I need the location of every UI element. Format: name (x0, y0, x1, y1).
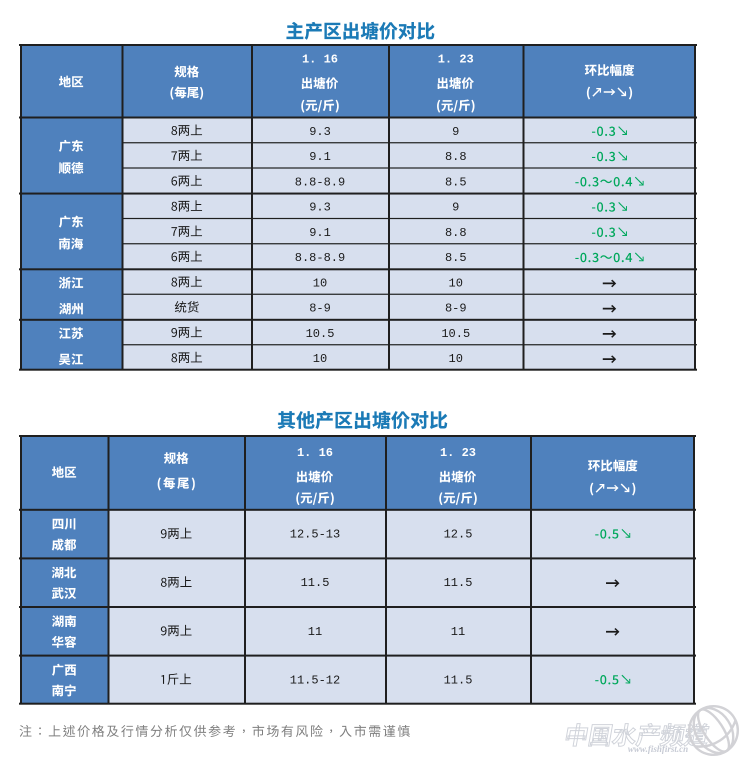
svg-text:10: 10 (449, 276, 463, 290)
svg-text:10: 10 (313, 276, 327, 290)
svg-text:8.8-8.9: 8.8-8.9 (295, 251, 345, 265)
svg-text:11.5: 11.5 (444, 576, 473, 590)
svg-text:8-9: 8-9 (445, 302, 467, 316)
svg-text:1. 16: 1. 16 (297, 446, 333, 460)
svg-text:9: 9 (452, 201, 459, 215)
svg-text:10.5: 10.5 (441, 327, 470, 341)
svg-text:1. 23: 1. 23 (440, 446, 476, 460)
svg-text:10.5: 10.5 (306, 327, 335, 341)
svg-text:1. 23: 1. 23 (438, 52, 474, 66)
svg-text:8.5: 8.5 (445, 251, 467, 265)
svg-text:11.5: 11.5 (301, 576, 330, 590)
svg-text:www.fishfirst.cn: www.fishfirst.cn (628, 744, 688, 754)
svg-text:8.5: 8.5 (445, 175, 467, 189)
svg-text:8.8: 8.8 (445, 150, 467, 164)
svg-text:11.5: 11.5 (444, 673, 473, 687)
svg-text:10: 10 (449, 352, 463, 366)
svg-text:9: 9 (452, 125, 459, 139)
svg-text:1. 16: 1. 16 (302, 52, 338, 66)
svg-text:9.3: 9.3 (309, 125, 331, 139)
svg-text:9.1: 9.1 (309, 150, 331, 164)
svg-text:9.1: 9.1 (309, 226, 331, 240)
svg-text:8.8-8.9: 8.8-8.9 (295, 175, 345, 189)
svg-text:11.5-12: 11.5-12 (290, 673, 340, 687)
svg-text:11: 11 (451, 625, 465, 639)
svg-text:10: 10 (313, 352, 327, 366)
svg-text:12.5-13: 12.5-13 (290, 528, 340, 542)
svg-text:11: 11 (308, 625, 322, 639)
svg-text:12.5: 12.5 (444, 528, 473, 542)
svg-text:9.3: 9.3 (309, 201, 331, 215)
svg-text:8-9: 8-9 (309, 302, 331, 316)
svg-text:8.8: 8.8 (445, 226, 467, 240)
